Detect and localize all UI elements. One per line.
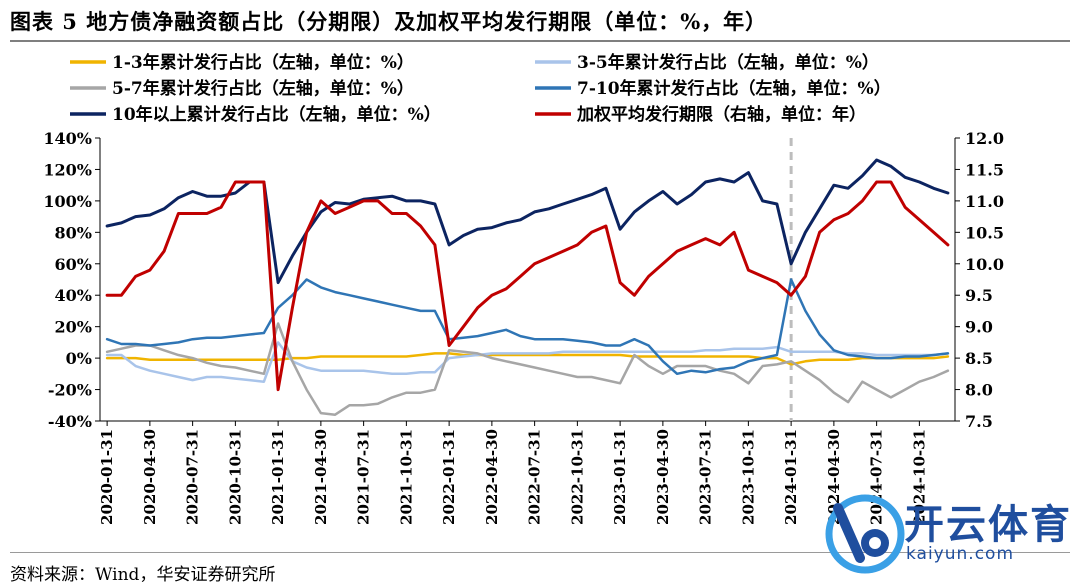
watermark-logo: 开云体育 kaiyun.com xyxy=(820,488,1070,578)
right-tick-label: 11.0 xyxy=(965,192,1004,211)
left-tick-label: 140% xyxy=(43,129,92,148)
x-tick-label: 2021-01-31 xyxy=(269,429,287,525)
legend-label-1: 3-5年累计发行占比（左轴，单位：%） xyxy=(577,52,879,73)
x-tick-label: 2020-10-31 xyxy=(226,429,244,525)
x-tick-label: 2022-07-31 xyxy=(526,429,544,525)
legend: 1-3年累计发行占比（左轴，单位：%） 3-5年累计发行占比（左轴，单位：%） 5-… xyxy=(70,52,891,125)
x-tick-label: 2023-07-31 xyxy=(697,429,715,525)
left-tick-label: 80% xyxy=(55,223,92,242)
right-tick-label: 8.5 xyxy=(965,349,993,368)
series-line-3 xyxy=(105,278,950,376)
source-note: 资料来源：Wind，华安证券研究所 xyxy=(10,565,276,585)
plot-area xyxy=(105,138,950,421)
soccer-ball-icon xyxy=(825,494,905,574)
x-tick-label: 2023-04-30 xyxy=(654,429,672,525)
x-tick-label: 2021-07-31 xyxy=(355,429,373,525)
series-line-4 xyxy=(105,158,950,285)
title-rule xyxy=(10,40,1070,42)
legend-label-2: 5-7年累计发行占比（左轴，单位：%） xyxy=(112,78,414,99)
x-tick-label: 2024-01-31 xyxy=(782,429,800,525)
x-tick-label: 2024-10-31 xyxy=(910,429,928,525)
legend-label-5: 加权平均发行期限（右轴，单位：年） xyxy=(576,104,866,125)
x-tick-label: 2022-01-31 xyxy=(440,429,458,525)
left-tick-label: -20% xyxy=(48,381,92,400)
right-tick-label: 12.0 xyxy=(965,129,1004,148)
right-tick-label: 7.5 xyxy=(965,412,993,431)
x-tick-label: 2021-04-30 xyxy=(312,429,330,525)
chart-axes: -40% -20% 0% 20% 40% 60% 80% 100% 120% 140% 7.5 8.0… xyxy=(43,129,1004,525)
series-line-0 xyxy=(105,352,950,366)
x-tick-label: 2020-04-30 xyxy=(141,429,159,525)
right-tick-label: 11.5 xyxy=(965,160,1004,179)
right-tick-label: 8.0 xyxy=(965,381,993,400)
x-tick-label: 2022-10-31 xyxy=(568,429,586,525)
x-tick-label: 2020-01-31 xyxy=(98,429,116,525)
legend-label-4: 10年以上累计发行占比（左轴，单位：%） xyxy=(112,104,441,125)
x-tick-label: 2022-04-30 xyxy=(483,429,501,525)
x-tick-label: 2024-04-30 xyxy=(825,429,843,525)
series-line-1 xyxy=(105,341,950,383)
left-tick-label: 40% xyxy=(55,286,92,305)
right-tick-label: 9.0 xyxy=(965,318,993,337)
left-tick-label: 20% xyxy=(55,318,92,337)
watermark-url: kaiyun.com xyxy=(906,544,1015,564)
legend-label-0: 1-3年累计发行占比（左轴，单位：%） xyxy=(112,52,414,73)
right-tick-label: 10.0 xyxy=(965,255,1004,274)
left-tick-label: 60% xyxy=(55,255,92,274)
left-tick-label: -40% xyxy=(48,412,92,431)
right-tick-label: 9.5 xyxy=(965,286,993,305)
watermark-name: 开云体育 xyxy=(904,502,1072,548)
chart-title: 图表 5 地方债净融资额占比（分期限）及加权平均发行期限（单位：%，年） xyxy=(10,9,768,34)
series-line-2 xyxy=(105,322,950,416)
series-line-5 xyxy=(105,180,950,392)
left-tick-label: 120% xyxy=(43,160,92,179)
x-tick-label: 2023-01-31 xyxy=(611,429,629,525)
line-chart: 1-3年累计发行占比（左轴，单位：%） 3-5年累计发行占比（左轴，单位：%） 5-… xyxy=(43,52,1004,525)
legend-label-3: 7-10年累计发行占比（左轴，单位：%） xyxy=(577,78,891,99)
x-tick-label: 2023-10-31 xyxy=(739,429,757,525)
source-rule xyxy=(10,552,1070,553)
right-tick-label: 10.5 xyxy=(965,223,1004,242)
left-tick-label: 0% xyxy=(66,349,92,368)
left-tick-label: 100% xyxy=(43,192,92,211)
x-tick-label: 2020-07-31 xyxy=(184,429,202,525)
x-tick-label: 2021-10-31 xyxy=(397,429,415,525)
